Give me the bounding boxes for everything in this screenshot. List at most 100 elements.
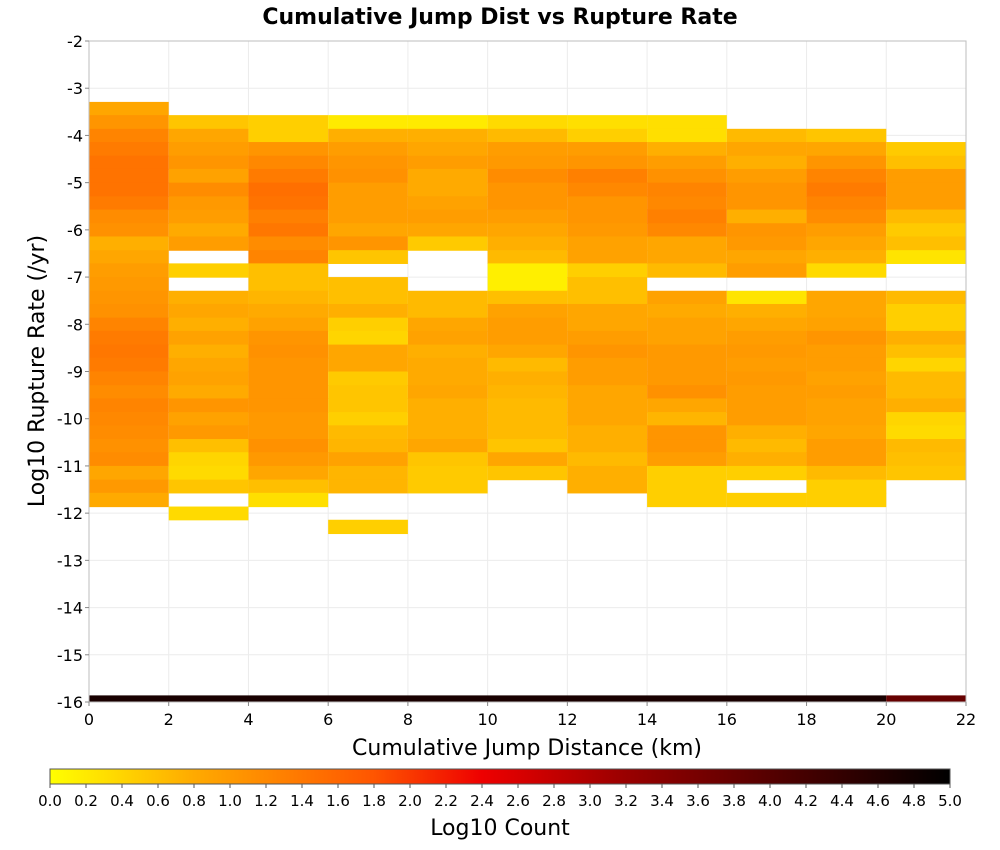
heatmap-cell bbox=[567, 209, 648, 224]
heatmap-cell bbox=[89, 250, 169, 264]
heatmap-cell bbox=[647, 303, 727, 319]
heatmap-cell bbox=[726, 303, 807, 319]
heatmap-cell bbox=[168, 412, 249, 426]
heatmap-cell bbox=[647, 357, 727, 373]
heatmap-cell bbox=[168, 236, 249, 251]
colorbar-tick-label: 2.0 bbox=[398, 792, 422, 810]
heatmap-cell bbox=[248, 398, 329, 413]
heatmap-cell bbox=[248, 303, 329, 319]
heatmap-cell bbox=[407, 330, 488, 346]
heatmap-cell bbox=[89, 452, 169, 467]
heatmap-cell bbox=[647, 398, 727, 413]
heatmap-cell bbox=[726, 439, 807, 453]
colorbar-tick-label: 4.8 bbox=[902, 792, 926, 810]
heatmap-cell bbox=[248, 452, 329, 467]
heatmap-cell bbox=[487, 452, 568, 467]
heatmap-cell bbox=[567, 317, 648, 332]
heatmap-cell bbox=[886, 344, 966, 359]
heatmap-cell bbox=[248, 142, 329, 157]
heatmap-cell bbox=[328, 223, 408, 238]
heatmap-cell bbox=[89, 465, 169, 481]
colorbar-label: Log10 Count bbox=[430, 816, 570, 841]
heatmap-cell bbox=[487, 182, 568, 197]
heatmap-cell bbox=[726, 290, 807, 305]
heatmap-cell bbox=[567, 290, 648, 305]
heatmap-cell bbox=[407, 317, 488, 332]
heatmap-cell bbox=[886, 385, 966, 400]
heatmap-cell bbox=[328, 236, 408, 251]
y-tick-label: -11 bbox=[57, 457, 83, 476]
x-axis-ticks: 0 2 4 6 8 10 12 14 16 18 20 22 bbox=[84, 702, 976, 729]
heatmap-cell bbox=[248, 263, 329, 278]
heatmap-cell bbox=[567, 277, 648, 292]
heatmap-cell bbox=[168, 303, 249, 319]
heatmap-cell bbox=[407, 479, 488, 494]
heatmap-cell bbox=[567, 236, 648, 251]
heatmap-cell bbox=[886, 371, 966, 386]
heatmap-cell bbox=[328, 168, 408, 184]
heatmap-cell bbox=[487, 155, 568, 170]
colorbar-tick-label: 3.2 bbox=[614, 792, 638, 810]
heatmap-cell bbox=[407, 196, 488, 211]
heatmap-cell bbox=[487, 168, 568, 184]
y-tick-label: -12 bbox=[57, 504, 83, 523]
heatmap-cell bbox=[647, 128, 727, 143]
heatmap-cell bbox=[487, 303, 568, 319]
heatmap-cell bbox=[328, 115, 408, 130]
heatmap-cell bbox=[248, 290, 329, 305]
heatmap-cell bbox=[487, 439, 568, 453]
heatmap-cell bbox=[806, 236, 887, 251]
heatmap-cell bbox=[886, 168, 966, 184]
heatmap-cell bbox=[726, 263, 807, 278]
heatmap-cell bbox=[726, 142, 807, 157]
heatmap-cell bbox=[726, 209, 807, 224]
heatmap-cell bbox=[726, 330, 807, 346]
heatmap-cell bbox=[647, 452, 727, 467]
colorbar-tick-label: 4.2 bbox=[794, 792, 818, 810]
heatmap-cell bbox=[89, 115, 169, 130]
colorbar-tick-label: 1.2 bbox=[254, 792, 278, 810]
heatmap-cell bbox=[806, 290, 887, 305]
heatmap-cell bbox=[168, 371, 249, 386]
x-tick-label: 6 bbox=[323, 710, 333, 729]
heatmap-cell bbox=[407, 182, 488, 197]
heatmap-cell bbox=[647, 425, 727, 440]
heatmap-cell bbox=[806, 439, 887, 453]
colorbar-tick-label: 0.4 bbox=[110, 792, 134, 810]
heatmap-cell bbox=[567, 168, 648, 184]
heatmap-cell bbox=[407, 115, 488, 130]
heatmap-cell bbox=[168, 479, 249, 494]
heatmap-cell bbox=[806, 209, 887, 224]
colorbar-tick-label: 1.4 bbox=[290, 792, 314, 810]
heatmap-cell bbox=[806, 128, 887, 143]
heatmap-cell bbox=[806, 357, 887, 373]
heatmap-cell bbox=[168, 196, 249, 211]
heatmap-cell bbox=[407, 439, 488, 453]
heatmap-cell bbox=[248, 115, 329, 130]
heatmap-cell bbox=[806, 344, 887, 359]
x-tick-label: 10 bbox=[477, 710, 497, 729]
heatmap-cell bbox=[407, 465, 488, 481]
heatmap-cell bbox=[407, 142, 488, 157]
heatmap-cell bbox=[89, 412, 169, 426]
heatmap-cell bbox=[248, 357, 329, 373]
heatmap-cell bbox=[89, 196, 169, 211]
heatmap-cell bbox=[89, 439, 169, 453]
heatmap-cell bbox=[567, 385, 648, 400]
heatmap-cell bbox=[248, 236, 329, 251]
heatmap-cell bbox=[168, 357, 249, 373]
heatmap-cell bbox=[328, 479, 408, 494]
heatmap-cell bbox=[89, 398, 169, 413]
heatmap-cell bbox=[886, 330, 966, 346]
heatmap-cell bbox=[89, 492, 169, 508]
heatmap-cell bbox=[487, 317, 568, 332]
heatmap-cell bbox=[487, 371, 568, 386]
heatmap-cell bbox=[487, 425, 568, 440]
heatmap-cell bbox=[647, 330, 727, 346]
heatmap-cell bbox=[248, 439, 329, 453]
heatmap-cell bbox=[407, 357, 488, 373]
y-tick-label: -6 bbox=[67, 221, 83, 240]
heatmap-cell bbox=[647, 263, 727, 278]
heatmap-cell bbox=[248, 371, 329, 386]
